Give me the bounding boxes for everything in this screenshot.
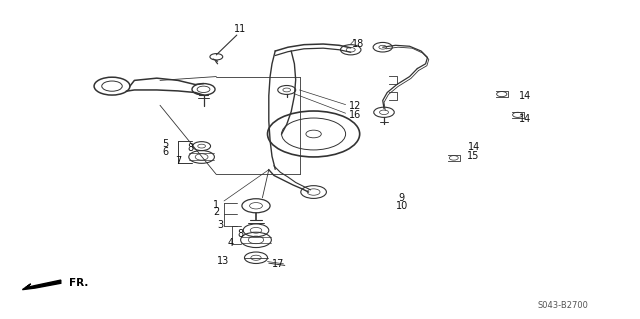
Text: 12: 12 xyxy=(349,101,362,111)
Text: 4: 4 xyxy=(227,238,234,248)
Text: 8: 8 xyxy=(188,143,194,153)
Text: 7: 7 xyxy=(175,156,181,167)
Text: 10: 10 xyxy=(396,201,408,211)
Text: 14: 14 xyxy=(518,114,531,124)
Polygon shape xyxy=(22,280,61,290)
Text: S043-B2700: S043-B2700 xyxy=(538,301,589,310)
Text: 5: 5 xyxy=(162,139,168,149)
Text: 6: 6 xyxy=(162,146,168,157)
Text: 13: 13 xyxy=(216,256,229,266)
Text: 15: 15 xyxy=(467,151,480,161)
Text: 14: 14 xyxy=(518,91,531,101)
Text: 16: 16 xyxy=(349,109,362,120)
Text: 2: 2 xyxy=(213,207,220,217)
Text: 1: 1 xyxy=(213,200,220,210)
Text: 11: 11 xyxy=(234,24,246,34)
Text: 17: 17 xyxy=(272,259,285,269)
Text: 14: 14 xyxy=(467,142,480,152)
Text: 9: 9 xyxy=(399,193,405,203)
Text: 3: 3 xyxy=(218,220,224,230)
Text: FR.: FR. xyxy=(69,278,88,288)
Text: 8: 8 xyxy=(237,228,243,239)
Text: 18: 18 xyxy=(352,39,365,49)
